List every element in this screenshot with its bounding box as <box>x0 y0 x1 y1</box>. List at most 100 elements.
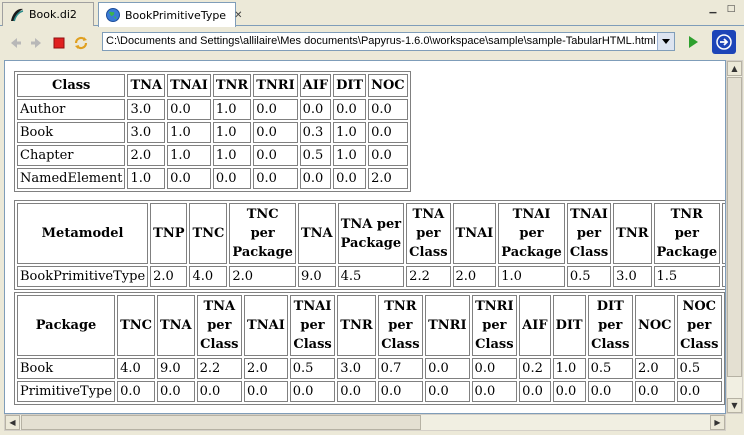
column-header: TNA <box>297 203 336 264</box>
column-header: TNR <box>212 74 252 97</box>
vertical-scroll-thumb[interactable] <box>727 77 742 377</box>
back-icon[interactable] <box>6 34 24 52</box>
metric-value-cell: 0.0 <box>471 381 518 402</box>
close-tab-icon[interactable]: ✕ <box>234 9 243 21</box>
scroll-up-icon[interactable]: ▲ <box>727 61 742 76</box>
metric-value-cell: 0.0 <box>167 99 211 120</box>
metric-value-cell: 0.0 <box>253 145 298 166</box>
column-header: AIF <box>519 295 551 356</box>
metric-value-cell: 0.0 <box>289 381 336 402</box>
metric-value-cell: 1.0 <box>212 122 252 143</box>
metric-value-cell: 0.0 <box>471 358 518 379</box>
metric-value-cell: 0.2 <box>519 358 551 379</box>
table-row: PrimitiveType 0.0 0.0 0.0 0.0 0.0 0.0 0.0 0.0 0.0… <box>17 381 722 402</box>
metric-value-cell: 4.0 <box>117 358 155 379</box>
scroll-right-icon[interactable]: ▶ <box>710 415 725 430</box>
metric-value-cell: 0.0 <box>587 381 633 402</box>
table-row: Chapter 2.0 1.0 1.0 0.0 0.5 1.0 0.0 <box>17 145 408 166</box>
row-label-cell: PrimitiveType <box>17 381 116 402</box>
horizontal-scroll-thumb[interactable] <box>21 415 421 430</box>
metric-value-cell: 2.2 <box>406 266 451 287</box>
go-icon[interactable] <box>684 33 702 51</box>
class-metrics-table: Class TNA TNAI TNR TNRI AIF DIT NOC Author 3.0 0.… <box>14 71 411 192</box>
address-dropdown-icon[interactable] <box>657 33 674 50</box>
table-row: NamedElement 1.0 0.0 0.0 0.0 0.0 0.0 2.0 <box>17 168 408 189</box>
tab-label: Book.di2 <box>29 8 77 21</box>
forward-icon[interactable] <box>28 34 46 52</box>
metric-value-cell: 2.0 <box>127 145 166 166</box>
metric-value-cell: 0.0 <box>333 99 367 120</box>
column-header: TNC <box>117 295 155 356</box>
column-header: TNR per Class <box>377 295 424 356</box>
metric-value-cell: 2.0 <box>150 266 188 287</box>
metric-value-cell: 3.0 <box>127 99 166 120</box>
minimize-icon[interactable]: ▁ <box>709 4 717 14</box>
tab-bookprimitivetype[interactable]: BookPrimitiveType ✕ <box>98 2 242 27</box>
refresh-icon[interactable] <box>72 34 90 52</box>
metric-value-cell: 9.0 <box>156 358 195 379</box>
metric-value-cell: 4.5 <box>337 266 405 287</box>
metamodel-metrics-table: Metamodel TNP TNC TNC per Package TNA TNA per… <box>14 200 725 290</box>
scroll-left-icon[interactable]: ◀ <box>5 415 20 430</box>
address-input[interactable]: C:\Documents and Settings\allilaire\Mes … <box>102 32 675 51</box>
metric-value-cell: 0.0 <box>368 99 408 120</box>
column-header: TNR <box>337 295 376 356</box>
metric-value-cell: 0.0 <box>156 381 195 402</box>
metric-value-cell: 0.0 <box>117 381 155 402</box>
metric-value-cell: 0.0 <box>634 381 675 402</box>
column-header: TNAI <box>244 295 288 356</box>
metric-value-cell: 0.5 <box>676 358 722 379</box>
column-header: TNA per Class <box>406 203 451 264</box>
column-header: TNC per Package <box>229 203 296 264</box>
external-browser-icon[interactable] <box>712 30 736 54</box>
metric-value-cell: 0.0 <box>425 381 470 402</box>
metric-value-cell: 0.0 <box>333 168 367 189</box>
metric-value-cell: 0.0 <box>519 381 551 402</box>
column-header: TNR per Class <box>722 203 725 264</box>
package-metrics-table: Package TNC TNA TNA per Class TNAI TNAI per C… <box>14 292 725 405</box>
metric-value-cell: 0.7 <box>377 358 424 379</box>
metric-value-cell: 0.0 <box>552 381 586 402</box>
column-header: AIF <box>299 74 332 97</box>
column-header: TNR per Package <box>653 203 721 264</box>
metric-value-cell: 1.0 <box>552 358 586 379</box>
metric-value-cell: 0.0 <box>337 381 376 402</box>
row-label-cell: Author <box>17 99 126 120</box>
column-header: Package <box>17 295 116 356</box>
column-header: Metamodel <box>17 203 149 264</box>
column-header: TNP <box>150 203 188 264</box>
column-header: Class <box>17 74 126 97</box>
metric-value-cell: 2.0 <box>452 266 497 287</box>
column-header: TNAI per Class <box>566 203 612 264</box>
metric-value-cell: 0.3 <box>299 122 332 143</box>
metric-value-cell: 0.0 <box>212 168 252 189</box>
scroll-down-icon[interactable]: ▼ <box>727 398 742 413</box>
metric-value-cell: 1.0 <box>498 266 565 287</box>
column-header: DIT <box>552 295 586 356</box>
vertical-scrollbar[interactable]: ▲ ▼ <box>726 60 743 414</box>
table-row: BookPrimitiveType 2.0 4.0 2.0 9.0 4.5 2.2 2.0 1.… <box>17 266 725 287</box>
column-header: TNRI <box>253 74 298 97</box>
column-header: NOC <box>368 74 408 97</box>
row-label-cell: NamedElement <box>17 168 126 189</box>
metric-value-cell: 2.0 <box>229 266 296 287</box>
metric-value-cell: 0.0 <box>676 381 722 402</box>
stop-icon[interactable] <box>50 34 68 52</box>
column-header: TNA per Class <box>196 295 243 356</box>
horizontal-scrollbar[interactable]: ◀ ▶ <box>4 414 726 431</box>
metric-value-cell: 0.0 <box>167 168 211 189</box>
metric-value-cell: 0.0 <box>196 381 243 402</box>
column-header: TNAI per Class <box>289 295 336 356</box>
metric-value-cell: 3.0 <box>613 266 652 287</box>
metric-value-cell: 1.0 <box>127 168 166 189</box>
metric-value-cell: 1.0 <box>333 122 367 143</box>
metric-value-cell: 0.0 <box>299 168 332 189</box>
tab-book-di2[interactable]: Book.di2 <box>2 2 94 26</box>
table-row: Book 4.0 9.0 2.2 2.0 0.5 3.0 0.7 0.0 0.0 0.2 1.0 0.5… <box>17 358 722 379</box>
metric-value-cell: 0.0 <box>368 145 408 166</box>
maximize-icon[interactable]: □ <box>726 4 736 14</box>
column-header: TNAI <box>167 74 211 97</box>
metric-value-cell: 1.5 <box>653 266 721 287</box>
metric-value-cell: 1.0 <box>333 145 367 166</box>
html-content-pane: Class TNA TNAI TNR TNRI AIF DIT NOC Author 3.0 0.… <box>4 60 726 414</box>
